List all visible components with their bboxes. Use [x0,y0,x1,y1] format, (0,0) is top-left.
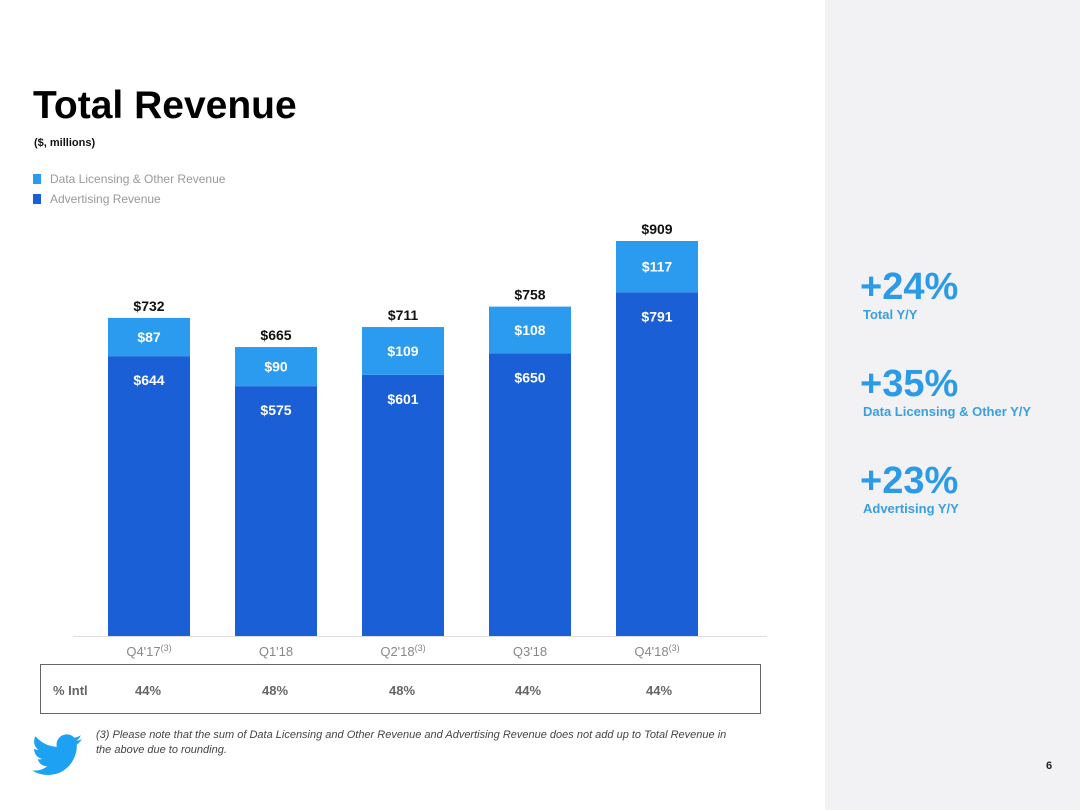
data-licensing-label: $90 [264,359,288,375]
total-label: $909 [641,221,672,237]
data-licensing-bar [108,317,190,357]
total-label: $732 [133,298,164,314]
legend-label: Data Licensing & Other Revenue [50,172,226,186]
legend-label: Advertising Revenue [50,192,161,206]
advertising-bar [489,353,571,636]
data-licensing-label: $108 [514,322,545,338]
data-licensing-label: $117 [642,259,673,275]
intl-value: 44% [515,683,542,698]
stat-total-yy: +24% Total Y/Y [860,267,958,322]
stat-advertising-yy: +23% Advertising Y/Y [860,461,959,516]
total-label: $758 [514,287,545,303]
side-panel [825,0,1080,810]
data-licensing-bar [489,306,571,354]
revenue-bar-chart: $732 $87 $644 Q4'17(3) $665 $90 $575 Q1'18 $711 $… [73,221,767,659]
advertising-label: $650 [514,370,545,386]
advertising-label: $644 [133,372,164,388]
stat-value: +23% [860,460,959,502]
intl-label: % Intl [53,683,88,698]
x-tick-label: Q2'18(3) [380,643,425,659]
advertising-bar [362,374,444,636]
x-tick-label: Q4'18(3) [634,643,679,659]
legend-swatch [33,194,41,204]
legend-item-data-licensing: Data Licensing & Other Revenue [33,172,225,186]
intl-value: 44% [135,683,162,698]
advertising-label: $791 [641,308,672,324]
footnote: (3) Please note that the sum of Data Lic… [96,729,727,756]
data-licensing-bar [616,241,698,293]
stat-label: Total Y/Y [863,307,918,322]
data-licensing-bar [362,327,444,375]
total-label: $665 [260,327,291,343]
intl-table: % Intl 44% 48% 48% 44% 44% [40,664,761,714]
total-label: $711 [388,307,419,323]
unit-subtitle: ($, millions) [34,137,96,149]
advertising-label: $575 [260,402,291,418]
slide-title: Total Revenue [33,84,297,127]
legend-item-advertising: Advertising Revenue [33,192,161,206]
x-tick-label: Q4'17(3) [126,643,171,659]
x-tick-label: Q1'18 [259,644,293,659]
x-tick-label: Q3'18 [513,644,547,659]
advertising-bar [108,356,190,636]
advertising-bar [235,386,317,636]
stat-label: Data Licensing & Other Y/Y [863,404,1032,419]
stat-label: Advertising Y/Y [863,501,959,516]
data-licensing-bar [235,347,317,387]
intl-value: 48% [389,683,416,698]
intl-value: 44% [646,683,673,698]
intl-value: 48% [262,683,289,698]
advertising-bar [616,292,698,636]
twitter-bird-icon [32,734,82,775]
stat-value: +24% [860,266,959,308]
stat-value: +35% [860,363,959,405]
data-licensing-label: $87 [137,329,161,345]
stat-data-licensing-yy: +35% Data Licensing & Other Y/Y [860,364,1031,419]
legend-swatch [33,174,41,184]
data-licensing-label: $109 [387,343,418,359]
advertising-label: $601 [387,391,418,407]
page-number: 6 [1046,760,1053,772]
